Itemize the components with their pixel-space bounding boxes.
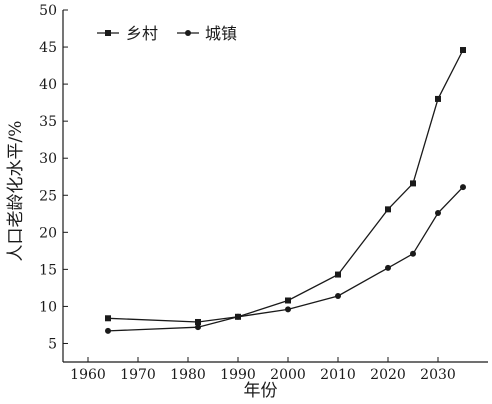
x-tick-label: 2000: [270, 367, 306, 383]
y-tick-label: 5: [48, 336, 57, 352]
data-point-square: [435, 95, 441, 102]
x-tick-label: 2020: [370, 367, 406, 383]
x-tick-label: 1990: [220, 367, 256, 383]
data-point-circle: [335, 293, 341, 300]
x-tick-label: 2030: [420, 367, 456, 383]
y-tick-label: 25: [39, 188, 57, 204]
data-point-circle: [460, 184, 466, 191]
axes: [62, 10, 488, 363]
data-point-circle: [435, 210, 441, 217]
y-tick-label: 40: [39, 77, 57, 93]
data-point-square: [195, 318, 201, 325]
data-point-square: [285, 297, 291, 304]
x-axis-ticks: 1960 1970 1980 1990 2000 2010 2020 2030: [70, 357, 456, 383]
y-tick-label: 45: [39, 40, 57, 56]
y-axis-label: 人口老龄化水平/%: [6, 121, 26, 262]
data-point-square: [410, 180, 416, 187]
data-point-circle: [105, 327, 111, 334]
x-tick-label: 1980: [170, 367, 206, 383]
data-point-square: [460, 47, 466, 54]
y-tick-label: 35: [39, 114, 57, 130]
data-point-circle: [385, 264, 391, 271]
legend: 乡村 城镇: [97, 24, 237, 43]
y-axis-ticks: 5 10 15 20 25 30 35 40 45 50: [39, 3, 68, 352]
legend-label-urban: 城镇: [205, 24, 237, 43]
legend-item-rural: 乡村: [97, 24, 158, 43]
legend-label-rural: 乡村: [126, 24, 158, 43]
legend-item-urban: 城镇: [177, 24, 237, 43]
data-point-square: [335, 271, 341, 278]
plot-area: [105, 47, 466, 334]
data-point-circle: [235, 313, 241, 320]
data-point-square: [105, 315, 111, 322]
y-tick-label: 30: [39, 151, 57, 167]
y-tick-label: 15: [39, 262, 57, 278]
series-line-rural: [107, 49, 464, 323]
x-tick-label: 2010: [320, 367, 356, 383]
y-tick-label: 50: [39, 3, 57, 19]
data-point-square: [385, 206, 391, 213]
x-tick-label: 1970: [120, 367, 156, 383]
x-tick-label: 1960: [70, 367, 106, 383]
legend-square-marker: [105, 30, 111, 36]
y-tick-label: 10: [39, 299, 57, 315]
legend-circle-marker: [185, 30, 191, 36]
data-point-circle: [285, 306, 291, 313]
x-axis-label: 年份: [244, 381, 278, 401]
data-point-circle: [410, 250, 416, 257]
data-point-circle: [195, 324, 201, 331]
y-tick-label: 20: [39, 225, 57, 241]
